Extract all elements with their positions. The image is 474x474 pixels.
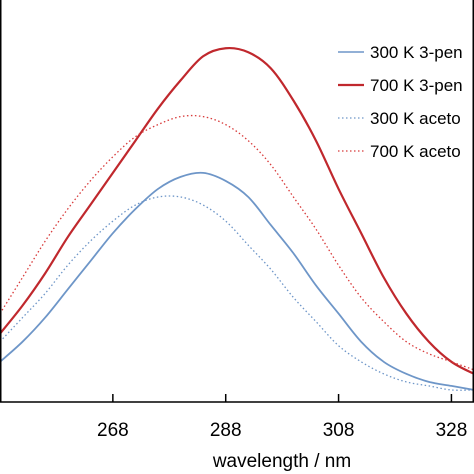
legend-label-3: 300 K aceto — [370, 109, 461, 128]
series-line-3 — [0, 195, 474, 391]
axes: 268 288 308 328 — [0, 0, 474, 441]
legend-label-2: 700 K 3-pen — [370, 76, 463, 95]
legend-label-1: 300 K 3-pen — [370, 43, 463, 62]
legend: 300 K 3-pen 700 K 3-pen 300 K aceto 700 K a… — [338, 43, 463, 161]
series-line-1 — [0, 171, 474, 391]
x-tick-label: 328 — [436, 420, 468, 441]
legend-label-4: 700 K aceto — [370, 142, 461, 161]
series-line-2 — [0, 46, 474, 375]
plot-area — [0, 46, 474, 391]
x-axis-label: wavelength / nm — [212, 451, 351, 472]
x-tick-label: 288 — [210, 420, 242, 441]
x-tick-label: 308 — [323, 420, 355, 441]
x-tick-label: 268 — [97, 420, 129, 441]
